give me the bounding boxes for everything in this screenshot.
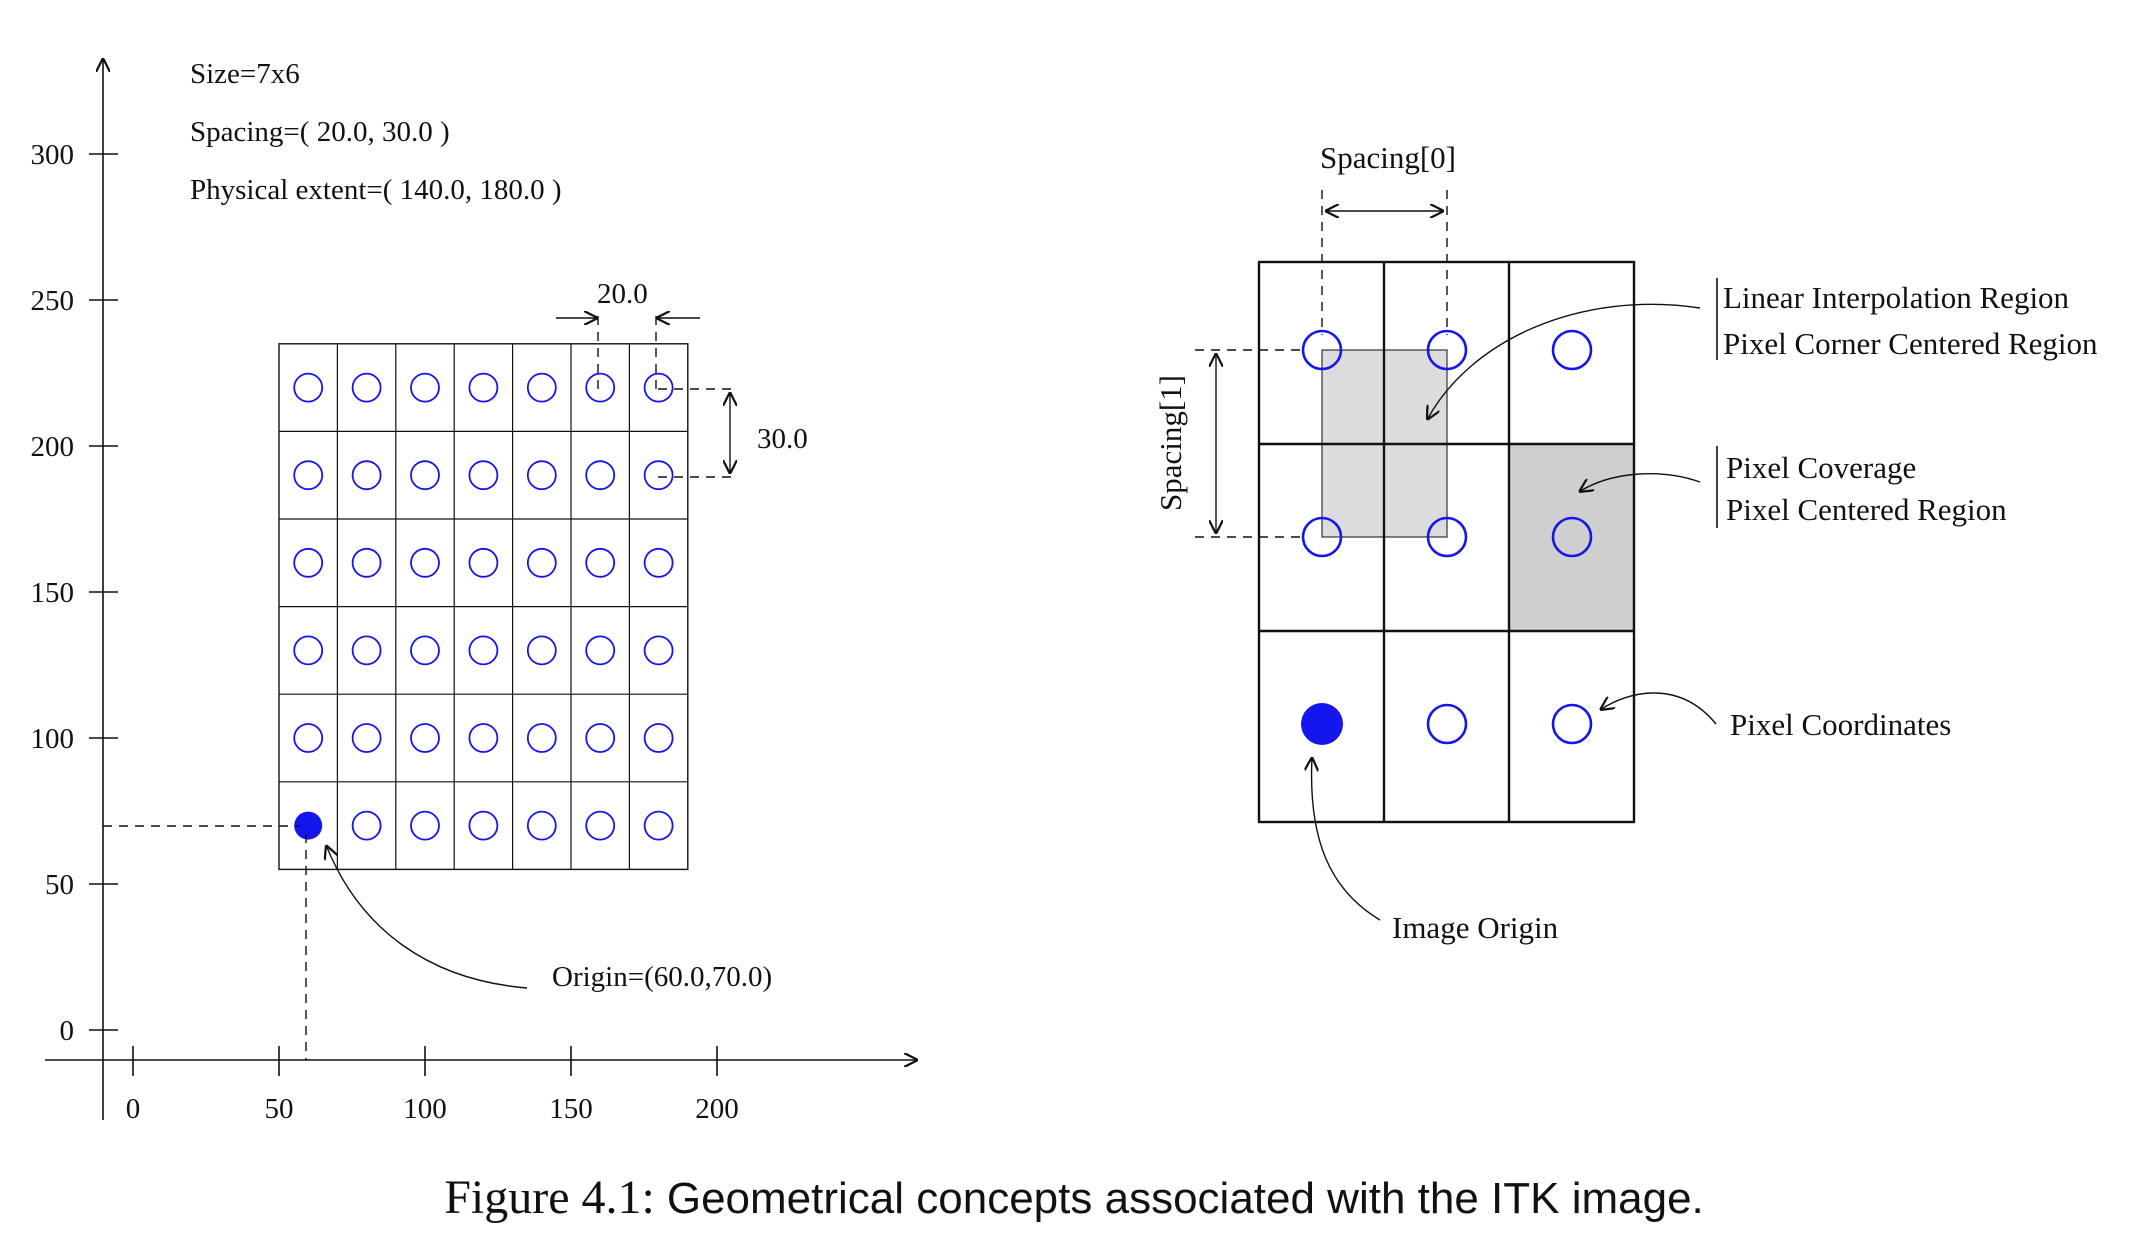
pixel-point [468, 635, 499, 666]
spacing0-label: Spacing[0] [1320, 140, 1456, 175]
pixel-point [410, 635, 440, 666]
origin-label: Origin=(60.0,70.0) [552, 961, 772, 993]
pixel-point [351, 372, 382, 403]
y-tick-label: 150 [31, 577, 75, 609]
x-tick-label: 200 [695, 1093, 739, 1125]
pixel-point [585, 547, 616, 578]
pixel-point [585, 372, 616, 403]
size-text: Size=7x6 [190, 58, 300, 90]
pixel-point [410, 810, 440, 841]
pixel-point [1551, 329, 1593, 371]
y-tick-label: 100 [31, 723, 75, 755]
linear-interpolation-label: Linear Interpolation Region [1723, 280, 2070, 315]
pixel-point [293, 547, 324, 578]
index-space-panel: Spacing[0] Spacing[1] Linear Interpolati… [1153, 140, 2098, 945]
image-origin-point [1301, 703, 1343, 745]
y-axis-ticks: 0 50 100 150 200 250 300 [31, 139, 118, 1047]
x-tick-label: 50 [265, 1093, 294, 1125]
pixel-point [526, 372, 557, 403]
spacing-x-label: 20.0 [597, 278, 648, 310]
x-tick-label: 150 [549, 1093, 593, 1125]
spacing-y-label: 30.0 [757, 423, 808, 455]
pixel-point [643, 635, 674, 666]
pixel-coordinates-label: Pixel Coordinates [1730, 707, 1951, 742]
pixel-point [468, 810, 499, 841]
interpolation-callout-arrow [1427, 303, 1701, 420]
pixel-point [293, 635, 324, 666]
index-pixel-points [1301, 329, 1593, 745]
pixel-point [410, 547, 440, 578]
pixel-point [643, 723, 674, 753]
y-tick-label: 200 [31, 431, 75, 463]
figure-number: Figure 4.1: [444, 1171, 655, 1224]
y-tick-label: 250 [31, 285, 75, 317]
pixel-point [585, 635, 616, 666]
pixel-coverage-region [1509, 444, 1634, 631]
x-tick-label: 0 [126, 1093, 141, 1125]
pixel-point [468, 723, 499, 753]
pixel-point [351, 723, 382, 753]
spacing-text: Spacing=( 20.0, 30.0 ) [190, 116, 450, 148]
corner-centered-label: Pixel Corner Centered Region [1723, 326, 2098, 361]
physical-space-panel: 0 50 100 150 200 250 300 0 50 100 150 200 Size=7x6… [31, 58, 918, 1125]
image-origin-label: Image Origin [1392, 910, 1559, 945]
pixel-point [468, 460, 499, 491]
origin-pixel-point [294, 811, 323, 840]
pixel-point [526, 635, 557, 666]
pixel-point [585, 810, 616, 841]
coverage-callout-arrow [1579, 473, 1701, 492]
y-tick-label: 50 [45, 869, 74, 901]
pixel-point [1301, 516, 1343, 558]
y-tick-label: 0 [60, 1015, 75, 1047]
pixel-point [351, 810, 382, 841]
pixel-grid [278, 343, 689, 871]
pixel-point [1426, 516, 1468, 558]
pixel-point [351, 547, 382, 578]
figure-caption: Figure 4.1: Geometrical concepts associa… [0, 1170, 2148, 1225]
pixel-point [1426, 703, 1468, 745]
x-tick-label: 100 [403, 1093, 447, 1125]
pixel-point [293, 372, 324, 403]
pixel-points [293, 372, 674, 841]
pixel-point [585, 723, 616, 753]
x-axis-ticks: 0 50 100 150 200 [126, 1046, 739, 1125]
origin-callout-arrow-right [1312, 757, 1381, 921]
pixel-point [526, 723, 557, 753]
pixel-point [293, 460, 324, 491]
pixel-point [1551, 703, 1593, 745]
pixel-point [410, 723, 440, 753]
pixel-point [526, 547, 557, 578]
pixel-point [526, 810, 557, 841]
pixel-point [468, 372, 499, 403]
pixel-point [643, 810, 674, 841]
pixel-point [1426, 329, 1468, 371]
pixel-centered-label: Pixel Centered Region [1726, 492, 2007, 527]
pixel-point [410, 460, 440, 491]
pixel-point [643, 372, 674, 403]
pixel-coverage-label: Pixel Coverage [1726, 450, 1916, 485]
pixel-point [293, 723, 324, 753]
pixel-point [526, 460, 557, 491]
pixel-point [643, 460, 674, 491]
pixel-point [643, 547, 674, 578]
pixel-point [1551, 516, 1593, 558]
pixel-point [1301, 329, 1343, 371]
pixel-point [351, 460, 382, 491]
pixel-point [468, 547, 499, 578]
physical-extent-text: Physical extent=( 140.0, 180.0 ) [190, 174, 562, 206]
spacing1-label: Spacing[1] [1153, 375, 1188, 511]
coordinates-callout-arrow [1600, 692, 1717, 725]
figure-caption-text: Geometrical concepts associated with the… [666, 1174, 1704, 1223]
origin-callout-arrow [326, 845, 528, 989]
y-tick-label: 300 [31, 139, 75, 171]
pixel-point [410, 372, 440, 403]
pixel-point [585, 460, 616, 491]
pixel-point [351, 635, 382, 666]
